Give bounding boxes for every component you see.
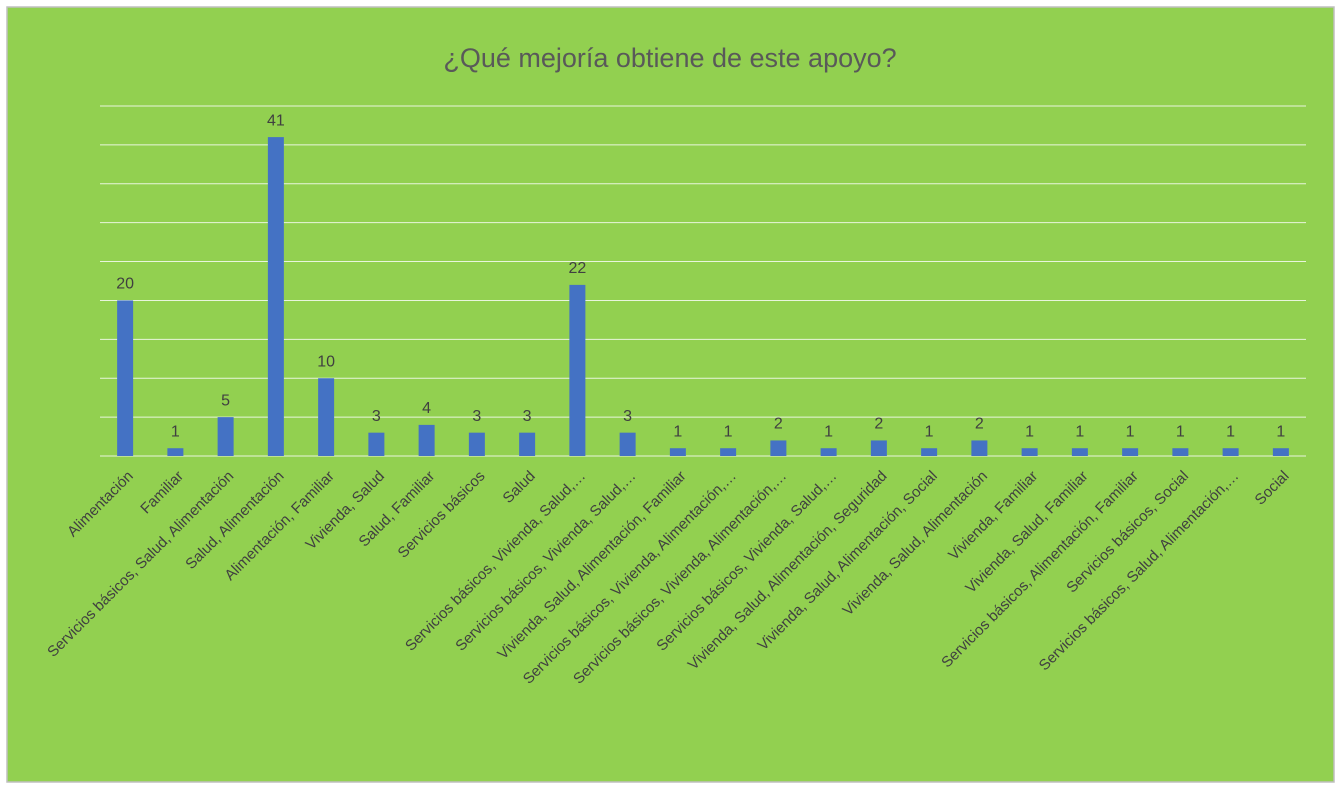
value-label: 1 xyxy=(171,423,180,440)
bar xyxy=(921,448,938,456)
bar xyxy=(1172,448,1189,456)
value-label: 1 xyxy=(1176,423,1185,440)
value-label: 41 xyxy=(267,112,285,129)
value-label: 5 xyxy=(221,392,230,409)
bar xyxy=(418,424,435,456)
bar xyxy=(318,378,335,456)
bar xyxy=(1021,448,1038,456)
bar xyxy=(1272,448,1289,456)
bar xyxy=(1071,448,1088,456)
value-label: 22 xyxy=(568,260,586,277)
value-label: 3 xyxy=(623,408,632,425)
value-label: 3 xyxy=(372,408,381,425)
bar xyxy=(117,300,134,456)
bar xyxy=(217,417,234,456)
bar xyxy=(1222,448,1239,456)
value-label: 1 xyxy=(925,423,934,440)
value-label: 1 xyxy=(1075,423,1084,440)
bar xyxy=(770,440,787,456)
value-label: 1 xyxy=(1226,423,1235,440)
bar xyxy=(167,448,184,456)
value-label: 2 xyxy=(975,416,984,433)
value-label: 1 xyxy=(824,423,833,440)
chart-title: ¿Qué mejoría obtiene de este apoyo? xyxy=(443,43,896,73)
bar xyxy=(619,432,636,456)
bar xyxy=(569,284,586,456)
value-label: 4 xyxy=(422,400,431,417)
bar xyxy=(720,448,737,456)
bar xyxy=(468,432,485,456)
bar xyxy=(669,448,686,456)
bar xyxy=(870,440,887,456)
value-label: 1 xyxy=(673,423,682,440)
value-label: 3 xyxy=(523,408,532,425)
value-label: 3 xyxy=(472,408,481,425)
value-label: 20 xyxy=(116,276,134,293)
bar xyxy=(368,432,385,456)
bar xyxy=(820,448,837,456)
bar xyxy=(1122,448,1139,456)
bar xyxy=(971,440,988,456)
value-label: 2 xyxy=(774,416,783,433)
bar xyxy=(519,432,536,456)
value-label: 1 xyxy=(1126,423,1135,440)
value-label: 1 xyxy=(1276,423,1285,440)
chart-background xyxy=(6,6,1335,783)
value-label: 1 xyxy=(724,423,733,440)
value-label: 2 xyxy=(874,416,883,433)
value-label: 10 xyxy=(317,353,335,370)
bar xyxy=(267,137,284,456)
value-label: 1 xyxy=(1025,423,1034,440)
